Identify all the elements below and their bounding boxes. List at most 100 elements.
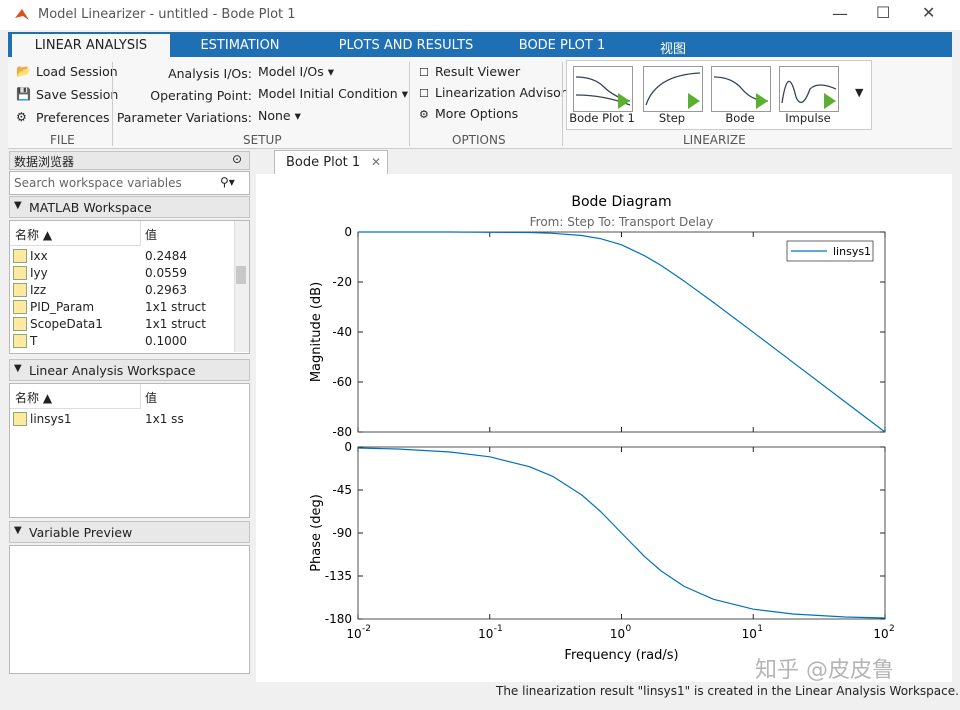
section-panel: 名称 ▲ 值 linsys1 1x1 ss	[9, 383, 250, 518]
search-icon: ⚲▾	[220, 175, 235, 189]
linearize-thumbnail	[645, 72, 701, 109]
section-arrow: ▼	[14, 525, 22, 536]
variable-value: 1x1 ss	[145, 412, 184, 426]
option-checkbox: ☐	[419, 87, 429, 100]
column-header-name: 名称 ▲	[15, 391, 53, 405]
y-tick-label: -80	[332, 425, 352, 439]
option-checkbox: ☐	[419, 66, 429, 79]
section-title: Linear Analysis Workspace	[29, 363, 196, 378]
x-tick-label: 10	[742, 627, 757, 641]
linearize-button[interactable]	[643, 66, 703, 112]
ribbon-tab[interactable]: 视图	[644, 34, 702, 57]
linearize-thumbnail	[713, 76, 769, 109]
setup-dropdown[interactable]: None ▾	[258, 108, 301, 123]
file-button[interactable]: Load Session	[36, 64, 118, 79]
option-button[interactable]: More Options	[435, 106, 519, 121]
plot-title: Bode Diagram	[571, 194, 671, 210]
variable-name[interactable]: linsys1	[30, 412, 72, 426]
tab-label: ESTIMATION	[200, 38, 280, 53]
x-tick-exponent: 0	[626, 624, 632, 634]
option-icon: ⚙	[419, 108, 429, 121]
file-icon: 📂	[16, 64, 31, 78]
column-header-value: 值	[145, 228, 158, 242]
series-line	[358, 231, 886, 433]
section-header[interactable]: ▼ MATLAB Workspace	[9, 196, 250, 218]
setup-dropdown[interactable]: Model I/Os ▾	[258, 64, 335, 79]
search-placeholder: Search workspace variables	[14, 176, 182, 190]
setup-label: Parameter Variations:	[116, 110, 252, 125]
bode-plot: Bode Diagram From: Step To: Transport Del…	[256, 174, 952, 682]
setup-dropdown[interactable]: Model Initial Condition ▾	[258, 86, 408, 101]
variable-name[interactable]: Izz	[30, 283, 47, 297]
x-tick-exponent: -1	[494, 624, 503, 634]
variable-value: 0.2963	[145, 283, 187, 297]
linearize-more[interactable]: ▼	[855, 86, 864, 99]
file-button[interactable]: Preferences	[36, 110, 110, 125]
variable-name[interactable]: Ixx	[30, 249, 48, 263]
linearize-button[interactable]	[711, 66, 771, 112]
variable-name[interactable]: ScopeData1	[30, 317, 103, 331]
y-axis-label: Phase (deg)	[309, 494, 324, 572]
variable-name[interactable]: PID_Param	[30, 300, 95, 314]
document-tab[interactable]: Bode Plot 1 ✕	[274, 150, 388, 175]
ribbon-tab[interactable]: PLOTS AND RESULTS	[318, 34, 494, 57]
linearize-label: Step	[658, 111, 686, 125]
option-button[interactable]: Result Viewer	[435, 64, 521, 79]
variable-icon	[13, 249, 27, 263]
option-button[interactable]: Linearization Advisor	[435, 85, 566, 100]
y-axis-label: Magnitude (dB)	[309, 282, 324, 382]
y-tick-label: -90	[332, 526, 352, 540]
title-bar: Model Linearizer - untitled - Bode Plot …	[0, 0, 960, 30]
setup-label: Analysis I/Os:	[168, 66, 252, 81]
browser-menu[interactable]: ⊙	[232, 152, 243, 166]
scrollbar	[234, 221, 249, 352]
section-header[interactable]: ▼ Linear Analysis Workspace	[9, 359, 250, 381]
linearize-button[interactable]	[779, 66, 839, 112]
minimize[interactable]: —	[832, 4, 848, 23]
search-box[interactable]: Search workspace variables ⚲▾	[9, 171, 250, 195]
file-icon: ⚙	[16, 110, 27, 124]
divider	[409, 62, 410, 146]
variable-name[interactable]: T	[30, 334, 38, 348]
x-tick-exponent: 1	[757, 624, 763, 634]
x-tick-exponent: 2	[889, 624, 895, 634]
linearize-button[interactable]	[573, 66, 633, 112]
divider	[562, 62, 563, 146]
document-tabs: Bode Plot 1 ✕	[256, 150, 952, 175]
y-tick-label: -60	[332, 375, 352, 389]
tab-label: PLOTS AND RESULTS	[338, 38, 474, 53]
setup-label: Operating Point:	[150, 88, 252, 103]
window-title: Model Linearizer - untitled - Bode Plot …	[38, 7, 296, 22]
tab-label: BODE PLOT 1	[518, 38, 606, 53]
ribbon-tab[interactable]: LINEAR ANALYSIS	[12, 34, 170, 57]
variable-icon	[13, 317, 27, 331]
divider	[112, 62, 113, 146]
watermark: 知乎 @皮皮鲁	[755, 658, 894, 683]
section-label: SETUP	[243, 133, 282, 147]
close[interactable]: ✕	[922, 3, 936, 22]
maximize[interactable]: ☐	[876, 3, 891, 22]
legend-label: linsys1	[833, 245, 871, 258]
section-arrow: ▼	[14, 200, 22, 211]
ribbon-tab[interactable]: ESTIMATION	[172, 34, 308, 57]
variable-value: 0.0559	[145, 266, 187, 280]
variable-name[interactable]: Iyy	[30, 266, 48, 280]
section-header[interactable]: ▼ Variable Preview	[9, 521, 250, 543]
variable-value: 1x1 struct	[145, 300, 206, 314]
section-panel	[9, 545, 250, 674]
file-button[interactable]: Save Session	[36, 87, 119, 102]
plot-subtitle: From: Step To: Transport Delay	[530, 215, 714, 229]
tab-label: LINEAR ANALYSIS	[34, 38, 148, 53]
file-icon: 💾	[16, 87, 31, 101]
linearize-label: Impulse	[785, 111, 831, 125]
linearize-label: Bode Plot 1	[569, 111, 635, 125]
ribbon-tab[interactable]: BODE PLOT 1	[504, 34, 620, 57]
section-label: FILE	[50, 133, 75, 147]
y-tick-label: -40	[332, 325, 352, 339]
x-tick-label: 10	[346, 627, 361, 641]
x-tick-label: 10	[873, 627, 888, 641]
column-header-value: 值	[145, 391, 158, 405]
document-tab-close[interactable]: ✕	[371, 155, 382, 169]
status-bar: The linearization result "linsys1" is cr…	[0, 682, 960, 710]
